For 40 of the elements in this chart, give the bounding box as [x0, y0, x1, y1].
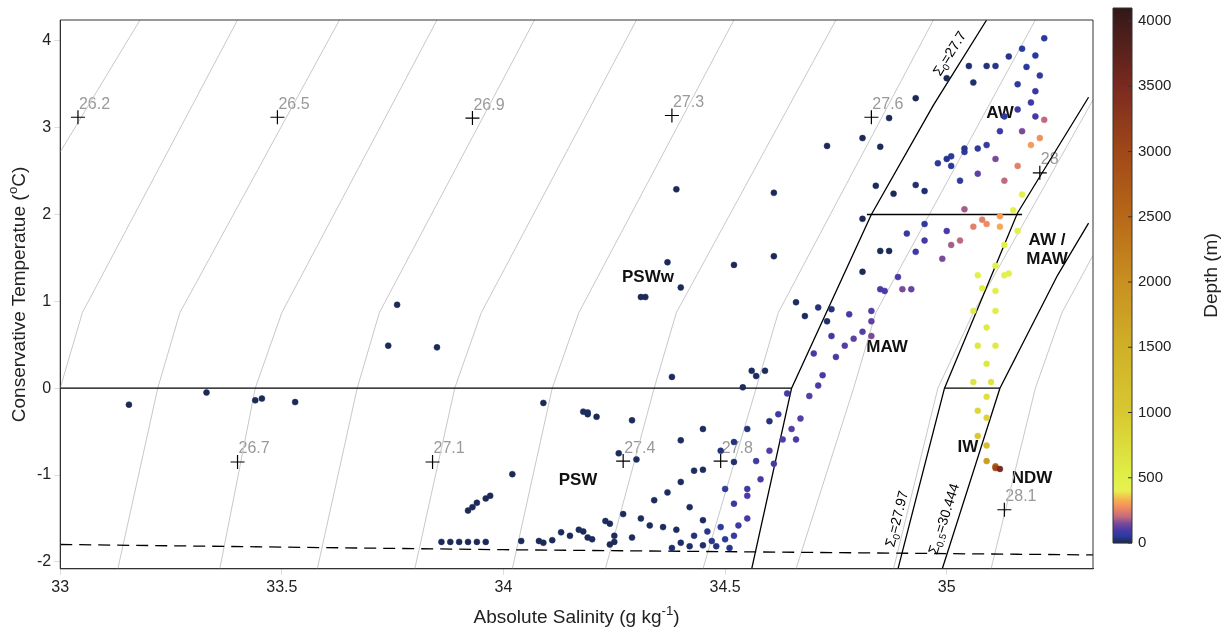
y-tick-label: 3 [42, 118, 52, 136]
annotation: NDW [1011, 467, 1054, 487]
text: Σ0=27.97 [881, 488, 912, 549]
annotation: 27.1 [433, 439, 465, 457]
y-tick-label: -1 [36, 465, 52, 483]
color-bar-label: 2500 [1138, 206, 1172, 224]
y-tick-label: 4 [42, 31, 52, 49]
color-bar-label: 0 [1138, 533, 1147, 551]
x-tick-label: 34.5 [709, 577, 741, 595]
color-bar-label: 2000 [1138, 272, 1172, 290]
y-tick-label: -2 [36, 552, 52, 570]
color-bar-label: 3000 [1138, 141, 1172, 159]
annotation: 26.7 [238, 439, 270, 457]
annotation: AW / MAW [1026, 230, 1069, 269]
annotation: 26.2 [78, 94, 111, 112]
annotation: 28.1 [1005, 487, 1037, 505]
y-axis-title: Conservative Temperatue (oC) [5, 166, 30, 423]
color-bar-label: 4000 [1138, 11, 1172, 29]
annotation: 27.3 [672, 92, 705, 110]
annotation: 26.5 [278, 94, 310, 112]
y-tick-label: 0 [42, 378, 52, 396]
annotation: 27.4 [624, 438, 656, 456]
x-tick-label: 33 [51, 577, 70, 595]
color-bar-title: Depth (m) [1200, 233, 1222, 318]
annotation: 26.9 [473, 95, 505, 113]
annotation: AW [986, 102, 1015, 122]
color-bar-label: 1500 [1138, 337, 1172, 355]
x-tick-label: 34 [494, 577, 513, 595]
annotation: 27.6 [872, 94, 904, 112]
x-tick-label: 33.5 [266, 577, 298, 595]
annotation: IW [957, 436, 980, 456]
color-bar-label: 1000 [1138, 402, 1172, 420]
y-tick-label: 1 [42, 291, 52, 309]
annotation: PSW [558, 469, 599, 489]
color-bar-label: 500 [1138, 467, 1164, 485]
color-bar-label: 3500 [1138, 76, 1172, 94]
annotation: PSWw [622, 266, 675, 286]
x-tick-label: 35 [937, 577, 956, 595]
annotation: MAW [866, 336, 909, 356]
y-tick-label: 2 [42, 204, 52, 222]
